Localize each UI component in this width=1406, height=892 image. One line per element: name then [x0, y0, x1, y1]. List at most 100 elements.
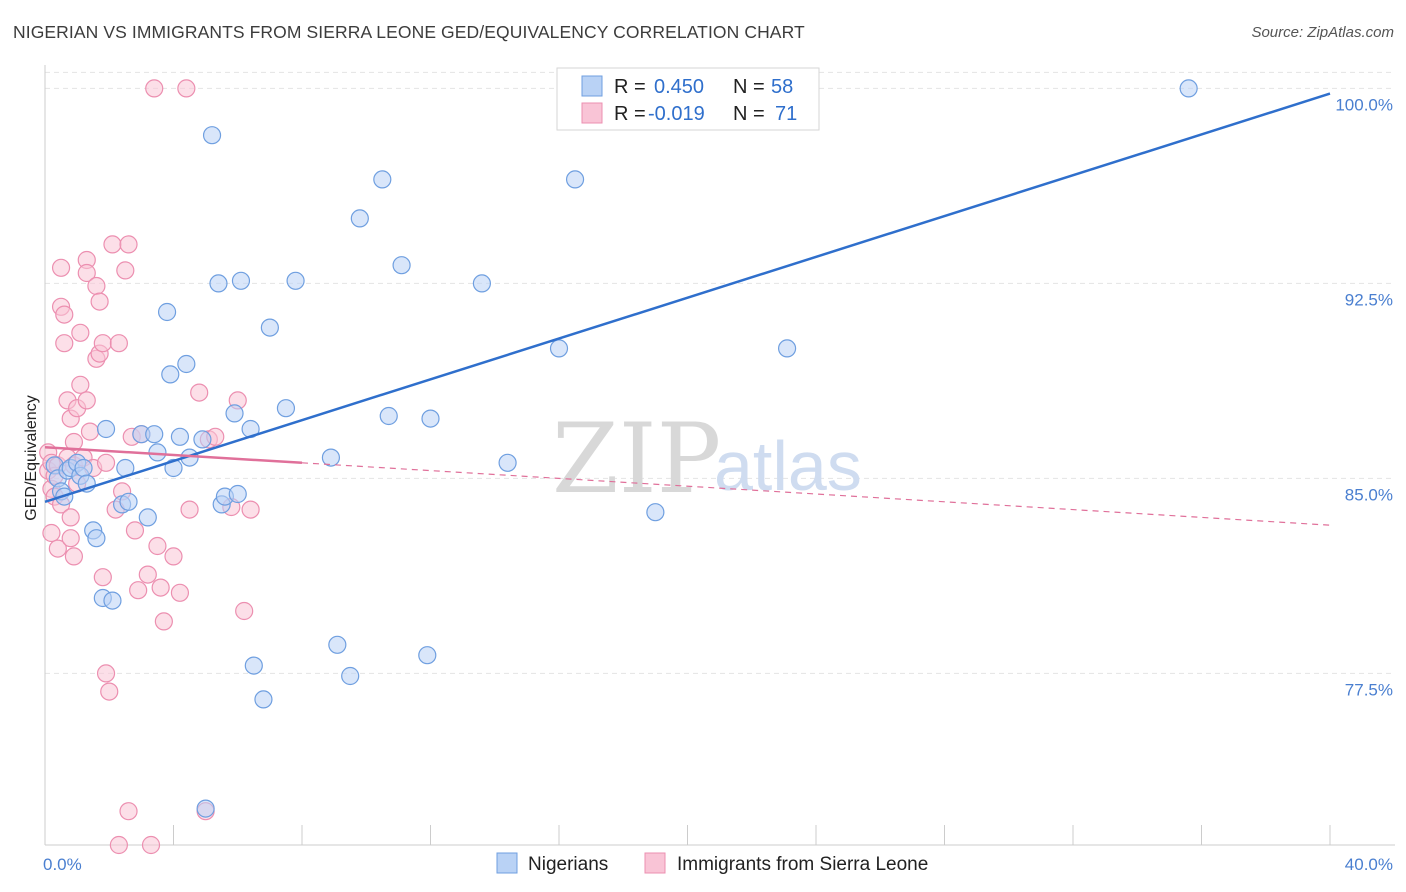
- point-nigerians: [418, 646, 437, 665]
- point-nigerians: [87, 529, 106, 548]
- point-sierra-leone: [48, 539, 67, 558]
- trend-line-nigerians: [44, 92, 1331, 503]
- point-sierra-leone: [116, 261, 135, 280]
- point-nigerians: [350, 209, 369, 228]
- point-nigerians: [777, 339, 797, 358]
- point-sierra-leone: [109, 334, 128, 353]
- watermark-zip: ZIP: [552, 403, 721, 515]
- legend-n-label-1: N =: [733, 76, 765, 98]
- point-nigerians: [209, 274, 228, 293]
- point-nigerians: [321, 448, 341, 467]
- legend-n-value-2: 71: [775, 103, 797, 125]
- point-sierra-leone: [109, 835, 128, 855]
- point-sierra-leone: [119, 802, 138, 821]
- point-sierra-leone: [77, 391, 96, 410]
- point-sierra-leone: [241, 500, 260, 519]
- point-sierra-leone: [154, 612, 173, 631]
- point-nigerians: [549, 339, 569, 358]
- point-sierra-leone: [77, 263, 96, 283]
- legend-n-label-2: N =: [733, 103, 765, 125]
- point-nigerians: [646, 503, 665, 522]
- point-sierra-leone: [61, 508, 80, 527]
- x-tick-labels: 0.0% 40.0%: [43, 855, 1393, 874]
- y-tick-labels: 77.5% 85.0% 92.5% 100.0%: [1335, 95, 1393, 699]
- point-nigerians: [286, 271, 305, 290]
- point-sierra-leone: [129, 581, 148, 600]
- point-sierra-leone: [61, 529, 80, 548]
- legend-swatch-blue: [581, 75, 603, 97]
- point-nigerians: [498, 453, 517, 472]
- y-axis-label: GED/Equivalency: [23, 395, 40, 520]
- legend-r-value-1: 0.450: [654, 76, 704, 98]
- point-sierra-leone: [93, 568, 112, 587]
- chart-title: NIGERIAN VS IMMIGRANTS FROM SIERRA LEONE…: [13, 22, 805, 42]
- point-sierra-leone: [80, 422, 100, 441]
- point-nigerians: [161, 365, 180, 384]
- point-nigerians: [202, 126, 222, 145]
- series-legend: Nigerians Immigrants from Sierra Leone: [496, 852, 928, 875]
- point-nigerians: [472, 274, 491, 293]
- point-nigerians: [103, 591, 122, 610]
- point-sierra-leone: [151, 578, 170, 597]
- point-sierra-leone: [180, 500, 199, 519]
- point-nigerians: [379, 406, 398, 426]
- point-sierra-leone: [71, 323, 90, 342]
- trend-line-sierra-leone: [44, 445, 303, 465]
- legend-swatch-pink: [581, 102, 603, 124]
- point-sierra-leone: [87, 276, 106, 296]
- point-sierra-leone: [148, 536, 167, 556]
- series-legend-swatch-nigerians: [496, 852, 518, 874]
- point-nigerians: [177, 354, 196, 374]
- point-nigerians: [565, 170, 585, 189]
- point-nigerians: [328, 635, 347, 654]
- point-sierra-leone: [164, 547, 183, 566]
- point-nigerians: [254, 690, 273, 709]
- point-nigerians: [244, 656, 263, 675]
- point-nigerians: [145, 425, 164, 444]
- legend-r-label-1: R =: [614, 76, 646, 98]
- watermark: ZIP atlas: [552, 403, 862, 515]
- y-tick-label: 85.0%: [1345, 485, 1393, 504]
- point-sierra-leone: [100, 682, 119, 701]
- watermark-atlas: atlas: [714, 427, 862, 505]
- correlation-legend: R = 0.450 N = 58 R = -0.019 N = 71: [556, 67, 820, 131]
- point-nigerians: [74, 458, 93, 478]
- legend-n-value-1: 58: [771, 76, 793, 98]
- point-sierra-leone: [138, 565, 157, 584]
- point-nigerians: [276, 399, 296, 418]
- series-legend-swatch-sierra-leone: [644, 852, 666, 874]
- point-nigerians: [373, 170, 392, 189]
- point-sierra-leone: [125, 521, 145, 540]
- point-nigerians: [170, 427, 190, 446]
- point-nigerians: [228, 484, 247, 504]
- point-sierra-leone: [145, 79, 164, 98]
- legend-r-label-2: R =: [614, 103, 646, 125]
- point-nigerians: [119, 492, 138, 511]
- point-sierra-leone: [177, 79, 196, 98]
- x-tick-label-min: 0.0%: [43, 855, 82, 874]
- point-sierra-leone: [51, 258, 71, 277]
- point-nigerians: [193, 430, 212, 449]
- series-legend-label-sierra-leone: Immigrants from Sierra Leone: [677, 854, 928, 875]
- point-nigerians: [231, 271, 251, 290]
- point-sierra-leone: [90, 292, 109, 311]
- point-nigerians: [392, 256, 411, 275]
- point-nigerians: [260, 318, 279, 337]
- point-sierra-leone: [235, 601, 254, 621]
- y-tick-label: 100.0%: [1335, 95, 1393, 114]
- points-nigerians: [45, 79, 1198, 818]
- point-nigerians: [341, 666, 360, 686]
- point-nigerians: [138, 508, 157, 527]
- legend-r-value-2: -0.019: [648, 103, 705, 125]
- y-tick-label: 77.5%: [1345, 680, 1393, 699]
- trend-extension-sierra-leone: [301, 462, 1331, 526]
- point-nigerians: [421, 409, 440, 428]
- point-sierra-leone: [55, 334, 74, 353]
- y-tick-label: 92.5%: [1345, 290, 1393, 309]
- point-nigerians: [164, 458, 183, 478]
- trend-lines: [44, 92, 1331, 526]
- point-sierra-leone: [190, 383, 209, 402]
- series-legend-label-nigerians: Nigerians: [528, 854, 608, 875]
- point-sierra-leone: [96, 453, 116, 472]
